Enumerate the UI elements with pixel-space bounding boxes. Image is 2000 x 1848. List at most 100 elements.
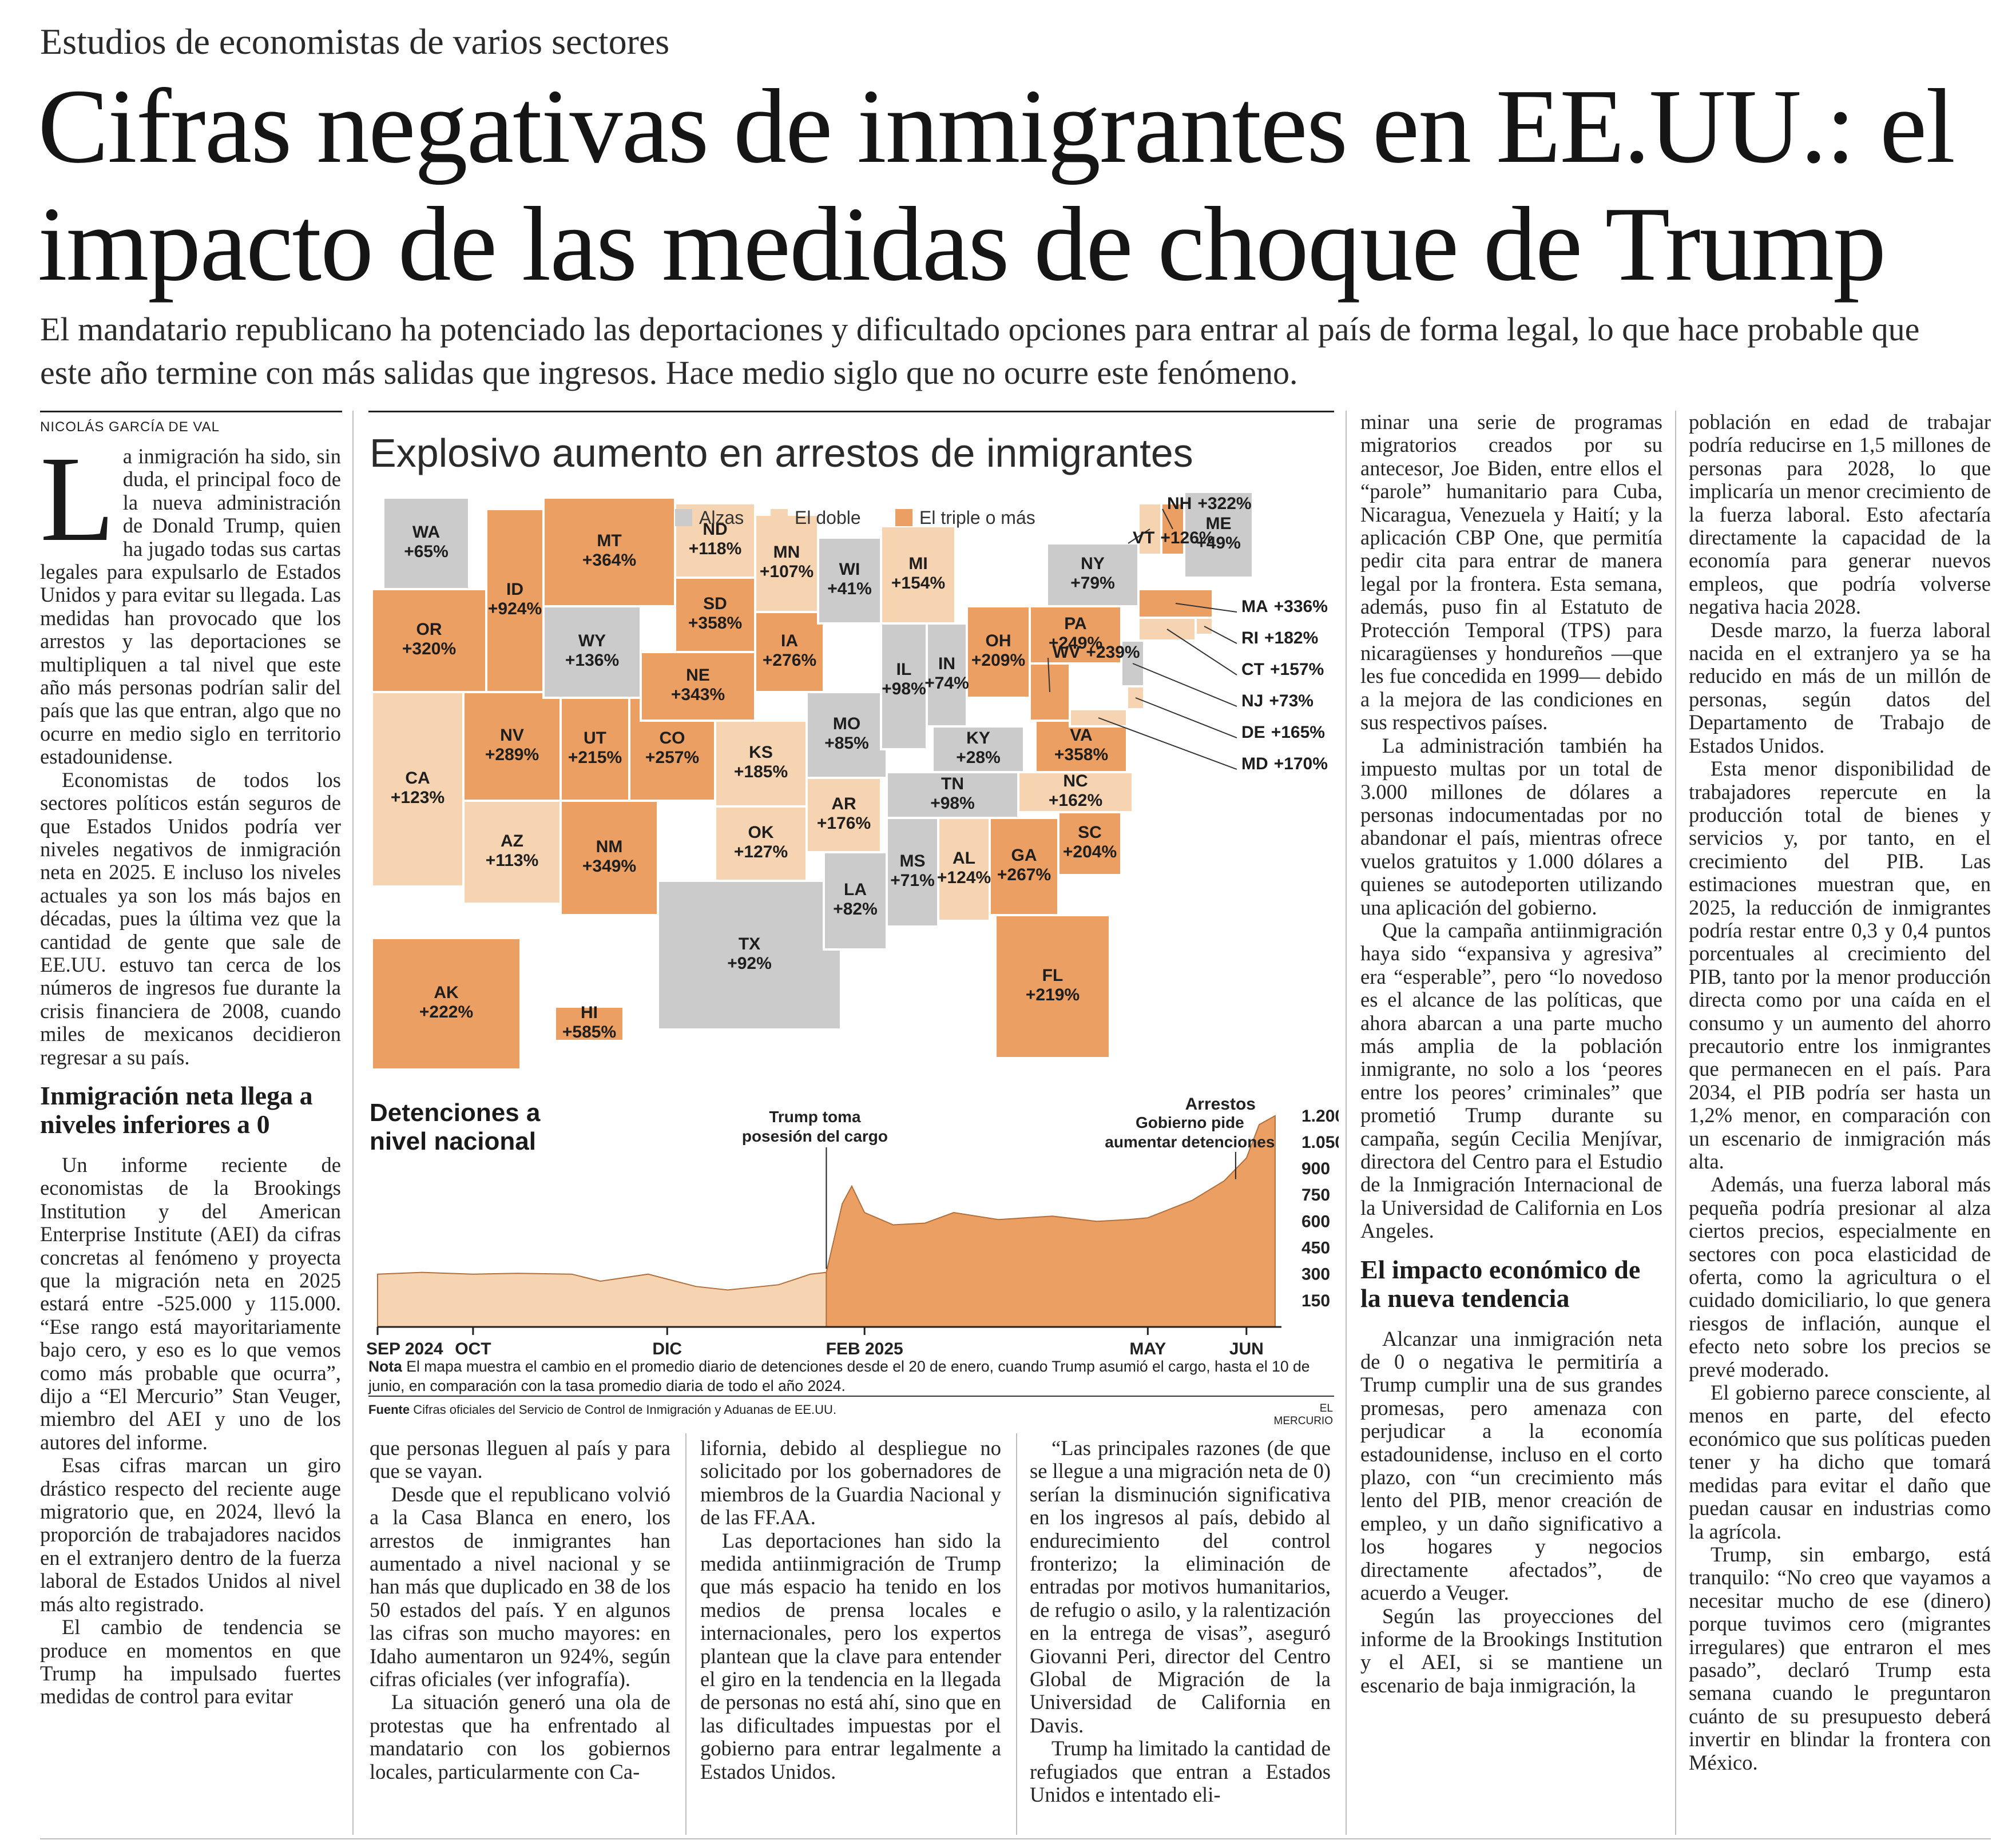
x-tick-label: SEP 2024 [366, 1340, 443, 1356]
state-mt [542, 496, 676, 607]
y-axis-label: Arrestos [1185, 1095, 1256, 1114]
state-id [485, 508, 545, 693]
callout-line [1135, 697, 1237, 738]
paragraph: La situación generó una ola de protestas… [370, 1690, 670, 1783]
y-tick-label: 750 [1301, 1186, 1330, 1205]
state-label-va: VA +358% [1054, 726, 1108, 764]
paragraph: Alcanzar una inmigración neta de 0 o neg… [1360, 1326, 1662, 1605]
state-hi [554, 1006, 625, 1042]
state-tx [657, 880, 842, 1031]
note-text: El mapa muestra el cambio en el promedio… [368, 1358, 1310, 1394]
state-va [1034, 720, 1128, 773]
annotation-inauguration-line1: Trump toma [769, 1108, 861, 1126]
paragraph: El cambio de tendencia se produce en mom… [40, 1615, 341, 1708]
us-map: WA +65% OR +320% CA +123% ID +924% NV +289% MT +364… [371, 492, 1328, 1071]
state-nm [559, 800, 659, 916]
state-label-co: CO +257% [645, 729, 699, 767]
source-rule [368, 1396, 1334, 1397]
paragraph: Desde marzo, la fuerza laboral nacida en… [1689, 618, 1991, 757]
state-label-sd: SD +358% [688, 594, 742, 633]
paragraph: Esta menor disponibilidad de trabajadore… [1689, 757, 1991, 1173]
state-label-ri: RI +182% [1241, 629, 1318, 647]
paragraph: población en edad de trabajar podría red… [1689, 410, 1991, 619]
state-label-nc: NC +162% [1049, 772, 1102, 810]
state-label-fl: FL +219% [1026, 966, 1080, 1004]
callout-line [1162, 508, 1173, 530]
state-label-in: IN +74% [924, 654, 969, 693]
state-label-nd: ND +118% [689, 520, 742, 558]
state-label-mi: MI +154% [891, 554, 945, 593]
state-sc [1057, 811, 1122, 876]
state-me [1183, 492, 1254, 579]
state-label-az: AZ +113% [486, 832, 539, 870]
state-ny [1046, 542, 1140, 607]
state-ia [754, 611, 825, 693]
paragraph: “Las principales razones (de que se lleg… [1030, 1436, 1331, 1737]
state-de [1126, 685, 1145, 710]
y-tick-label: 600 [1301, 1212, 1330, 1231]
graphic-source: Fuente Cifras oficiales del Servicio de … [368, 1402, 836, 1417]
subheading: El impacto económico de la nueva tendenc… [1360, 1254, 1641, 1313]
column-5: minar una serie de programas migratorios… [1360, 410, 1662, 1697]
annotation-inauguration-line2: posesión del cargo [742, 1127, 888, 1145]
state-label-wi: WI +41% [827, 560, 872, 598]
graphic-top-rule [368, 411, 1334, 412]
graphic-title: Explosivo aumento en arrestos de inmigra… [370, 431, 1193, 475]
x-tick-label: JUN [1229, 1340, 1264, 1356]
deck: El mandatario republicano ha potenciado … [40, 311, 1920, 391]
callout-line [1175, 603, 1237, 613]
column-2: que personas lleguen al país y para que … [370, 1436, 670, 1783]
column-rule [1346, 411, 1347, 1835]
paragraph: Trump ha limitado la cantidad de refugia… [1030, 1736, 1331, 1807]
state-label-ny: NY +79% [1070, 554, 1115, 593]
subheading: Inmigración neta llega a niveles inferio… [40, 1080, 313, 1139]
paragraph: lifornia, debido al despliegue no solici… [700, 1436, 1001, 1529]
legend-label: El doble [795, 507, 861, 528]
paragraph: que personas lleguen al país y para que … [370, 1436, 670, 1483]
detentions-chart: 1.200 1.050 900 750 600 450 300 150 SEP 2024 OCT D… [366, 1095, 1339, 1356]
paragraph: minar una serie de programas migratorios… [1360, 410, 1662, 734]
state-ak [371, 937, 522, 1071]
state-label-ca: CA +123% [391, 769, 445, 807]
state-label-ut: UT +215% [568, 729, 622, 767]
state-label-wv: WV +239% [1053, 643, 1140, 662]
state-label-nj: NJ +73% [1241, 691, 1314, 710]
callout-line [1047, 657, 1050, 693]
state-label-al: AL +124% [937, 849, 991, 887]
graphic-credit: EL MERCURIO [1273, 1402, 1333, 1427]
callout-line [1166, 629, 1237, 675]
callout-line [1132, 663, 1237, 707]
state-label-il: IL +98% [882, 660, 926, 698]
x-tick-label: FEB 2025 [826, 1340, 903, 1356]
series-area [826, 1115, 1276, 1328]
state-il [880, 611, 928, 750]
x-tick-label: OCT [455, 1340, 491, 1356]
callout-line [1128, 528, 1150, 544]
x-tick-label: MAY [1129, 1340, 1166, 1356]
paragraph: Desde que el republicano volvió a la Cas… [370, 1482, 670, 1691]
state-wa [382, 496, 470, 590]
kicker: Estudios de economistas de varios sector… [40, 21, 670, 62]
state-label-mt: MT +364% [582, 531, 636, 570]
state-label-sc: SC +204% [1063, 823, 1117, 861]
bottom-rule [40, 1838, 1991, 1839]
state-label-me: ME +49% [1196, 514, 1241, 553]
paragraph: Además, una fuerza laboral más pequeña p… [1689, 1173, 1991, 1381]
state-label-mn: MN +107% [760, 543, 814, 581]
byline: NICOLÁS GARCÍA DE VAL [40, 411, 342, 435]
legend-swatch [895, 509, 912, 526]
state-label-ga: GA +267% [997, 846, 1051, 884]
state-mo [805, 691, 888, 779]
note-label: Nota [368, 1358, 402, 1375]
state-label-nh: NH +322% [1167, 494, 1252, 513]
state-label-id: ID +924% [488, 580, 542, 618]
state-ca [371, 691, 465, 888]
legend-label: Alzas [699, 507, 744, 528]
y-tick-label: 1.050 [1301, 1133, 1339, 1152]
state-label-wa: WA +65% [404, 523, 449, 561]
x-tick-label: DIC [652, 1340, 682, 1356]
paragraph: Un informe reciente de economistas de la… [40, 1152, 341, 1454]
column-rule [352, 411, 354, 1835]
legend-label: El triple o más [919, 507, 1035, 528]
state-label-vt: VT +126% [1133, 528, 1215, 547]
